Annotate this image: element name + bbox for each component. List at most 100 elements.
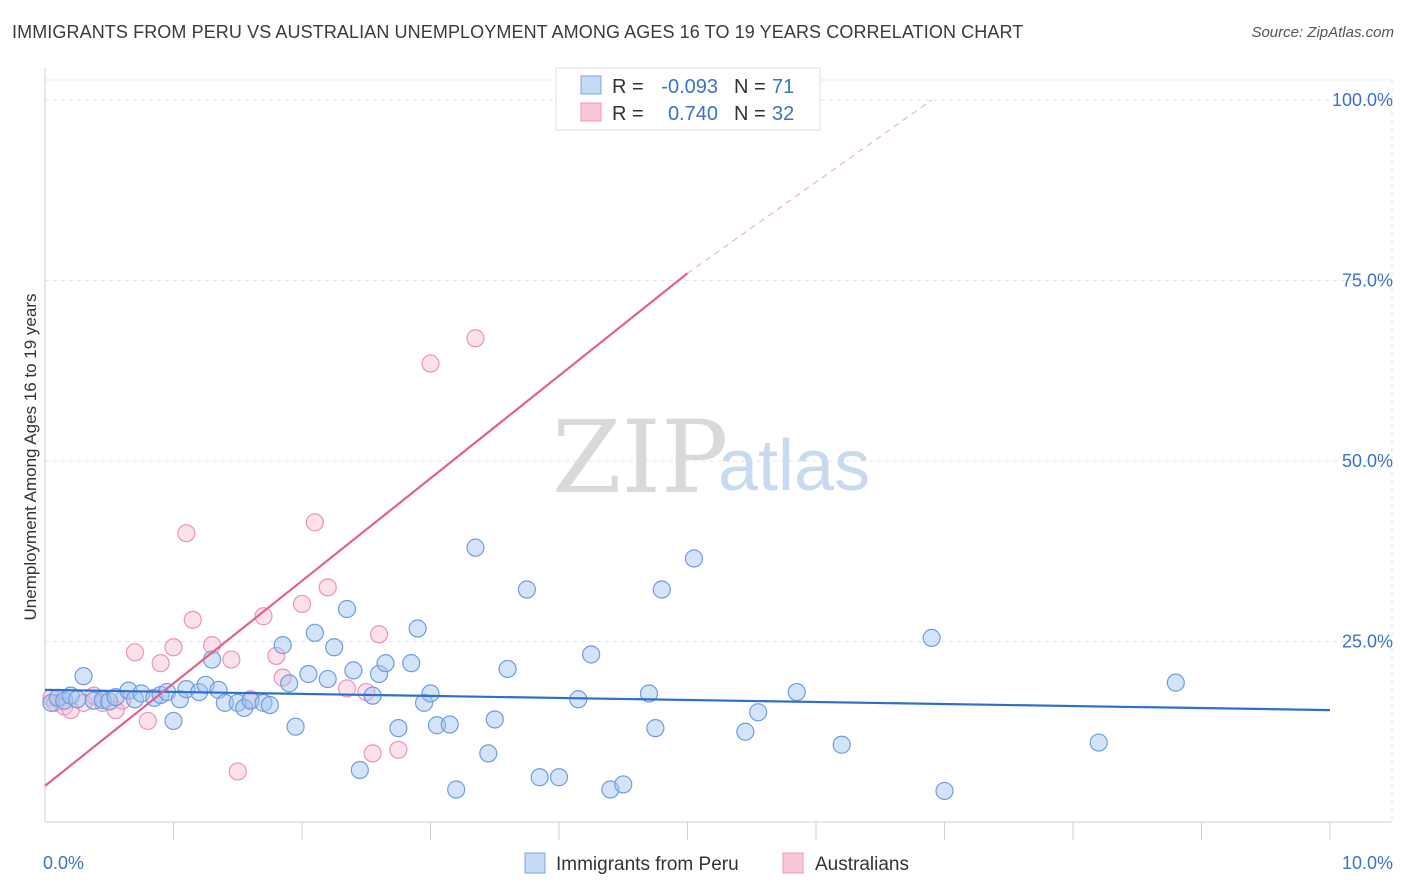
australians-point xyxy=(370,625,389,644)
x-tick-labels: 0.0% 10.0% xyxy=(43,853,1393,873)
peru-point xyxy=(1166,673,1185,692)
peru-point xyxy=(350,760,369,780)
peru-point xyxy=(414,693,434,712)
peru-point xyxy=(517,580,536,599)
peru-point xyxy=(639,684,659,703)
australians-point xyxy=(389,740,408,759)
australians-point xyxy=(125,643,145,662)
peru-point xyxy=(273,636,292,655)
y-tick-label: 100.0% xyxy=(1332,90,1393,110)
peru-point xyxy=(68,690,87,709)
australians-trend-extension xyxy=(687,99,932,274)
peru-point xyxy=(344,661,363,680)
legend-n-value-australians: 32 xyxy=(772,103,794,125)
australians-point xyxy=(254,607,273,626)
australians-point xyxy=(305,513,324,532)
australians-point xyxy=(177,524,196,543)
australians-point xyxy=(164,638,183,657)
australians-trend-line xyxy=(44,272,689,787)
australians-point xyxy=(267,646,286,666)
peru-point xyxy=(922,628,941,647)
peru-point xyxy=(427,716,447,735)
peru-point xyxy=(370,664,389,684)
peru-point xyxy=(74,667,93,686)
australians-point xyxy=(421,354,440,373)
legend-swatch-australians xyxy=(580,102,602,122)
australians-point xyxy=(466,329,485,348)
source-label: Source: ZipAtlas.com xyxy=(1251,24,1394,41)
australians-point xyxy=(318,578,337,597)
peru-point xyxy=(479,744,498,763)
series-legend-swatch-australians xyxy=(782,852,804,874)
watermark-atlas: atlas xyxy=(718,426,870,506)
peru-point xyxy=(318,669,337,689)
peru-point xyxy=(684,549,704,568)
peru-point xyxy=(299,664,318,684)
legend-swatch-peru xyxy=(580,75,602,95)
series-legend-swatch-peru xyxy=(524,852,546,874)
grid xyxy=(45,79,1393,822)
peru-point xyxy=(1089,733,1108,752)
peru-point xyxy=(614,775,633,794)
peru-point xyxy=(337,599,357,619)
peru-point xyxy=(408,619,427,638)
watermark-zip: ZIP xyxy=(552,399,728,516)
australians-point xyxy=(138,711,157,731)
peru-point xyxy=(170,690,190,709)
y-tick-labels: 25.0% 50.0% 75.0% 100.0% xyxy=(1332,90,1393,652)
series-legend-label-peru: Immigrants from Peru xyxy=(556,854,739,875)
y-tick-label: 25.0% xyxy=(1342,632,1393,652)
peru-point xyxy=(164,711,183,731)
legend-n-value-peru: 71 xyxy=(772,76,794,98)
australians-point xyxy=(363,744,382,763)
peru-point xyxy=(582,645,601,664)
axes xyxy=(44,68,1392,840)
peru-point xyxy=(235,698,254,718)
peru-point xyxy=(421,684,440,703)
peru-point xyxy=(832,735,851,754)
legend-n-label-australians: N = xyxy=(734,103,766,125)
peru-point xyxy=(215,693,234,712)
x-tick-label: 0.0% xyxy=(43,853,84,873)
peru-point xyxy=(646,719,665,738)
peru-point xyxy=(280,674,299,693)
peru-point xyxy=(498,659,517,679)
australians-point xyxy=(337,679,357,698)
peru-trend-line xyxy=(44,688,1331,712)
peru-point xyxy=(325,638,344,657)
peru-point xyxy=(935,781,954,801)
peru-point xyxy=(749,703,768,722)
australians-point xyxy=(183,610,202,629)
peru-points xyxy=(42,538,1185,801)
correlation-legend: R = -0.093 N = 71 R = 0.740 N = 32 xyxy=(555,67,821,131)
peru-point xyxy=(389,719,408,738)
peru-point xyxy=(286,717,305,736)
chart-title: IMMIGRANTS FROM PERU VS AUSTRALIAN UNEMP… xyxy=(12,22,1024,42)
peru-point xyxy=(447,780,466,799)
peru-point xyxy=(466,538,485,557)
trend-lines xyxy=(44,99,1331,787)
australians-points xyxy=(42,329,485,781)
series-legend-label-australians: Australians xyxy=(815,854,909,875)
peru-point xyxy=(530,768,549,787)
legend-r-label-peru: R = xyxy=(612,76,644,98)
australians-point xyxy=(151,654,170,673)
peru-point xyxy=(549,768,569,787)
peru-point xyxy=(485,710,504,729)
peru-point xyxy=(736,722,755,741)
australians-point xyxy=(228,762,247,781)
y-axis-label: Unemployment Among Ages 16 to 19 years xyxy=(21,294,40,621)
legend-r-value-peru: -0.093 xyxy=(661,76,718,98)
y-tick-label: 50.0% xyxy=(1342,451,1393,471)
legend-r-label-australians: R = xyxy=(612,103,644,125)
legend-r-value-australians: 0.740 xyxy=(668,103,718,125)
peru-point xyxy=(402,654,421,673)
peru-point xyxy=(305,623,324,642)
peru-point xyxy=(440,715,459,734)
series-legend: Immigrants from Peru Australians xyxy=(524,852,909,875)
x-tick-label: 10.0% xyxy=(1342,853,1393,873)
australians-point xyxy=(292,594,312,614)
y-tick-label: 75.0% xyxy=(1342,271,1393,291)
peru-point xyxy=(376,654,395,673)
